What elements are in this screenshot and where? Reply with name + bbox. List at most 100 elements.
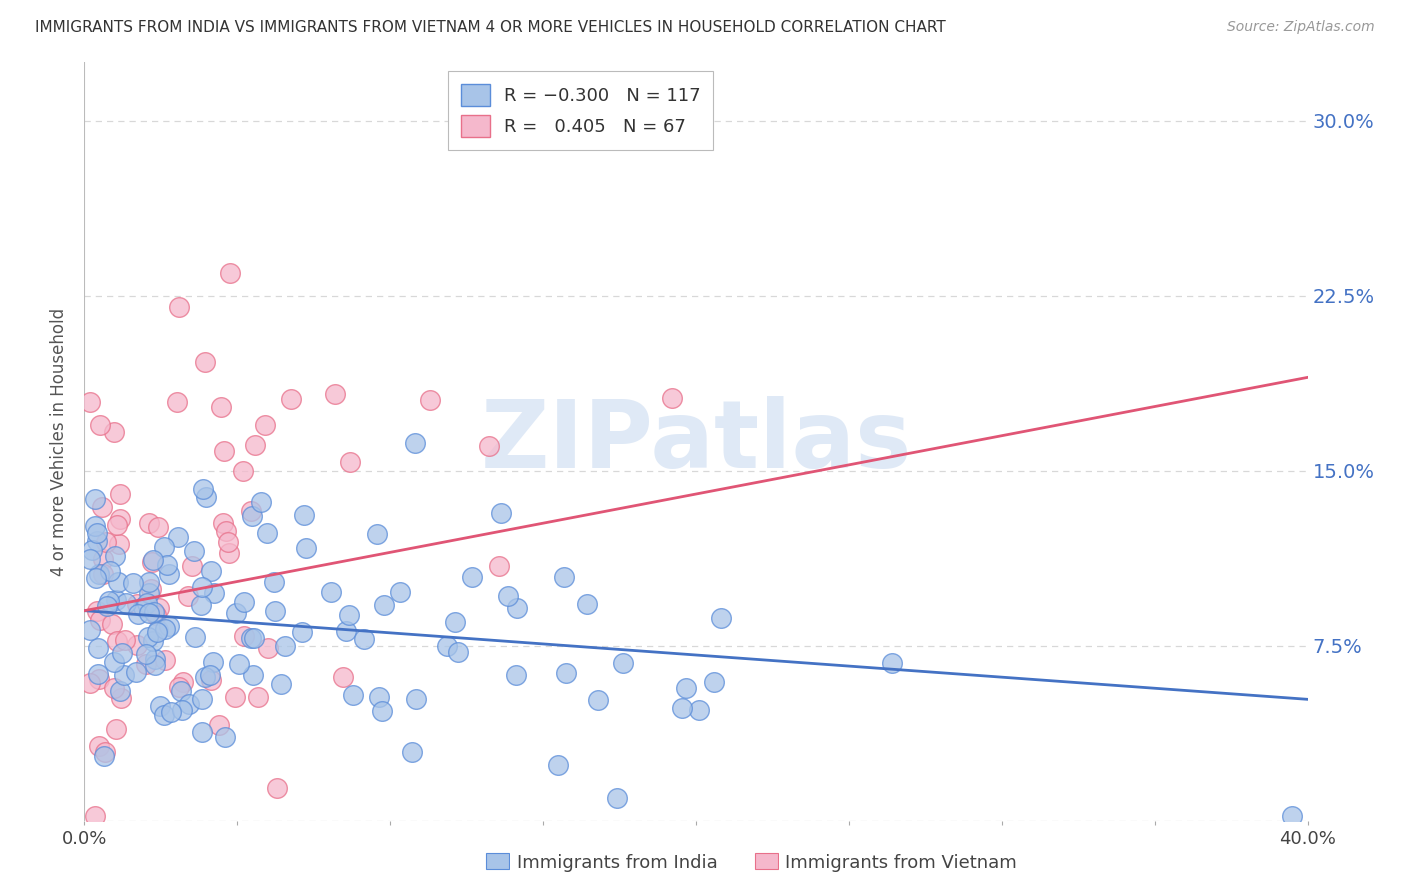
Point [89, 673, 111, 687]
Point [388, 585, 411, 599]
Point [419, 392, 441, 407]
Point [183, 544, 205, 558]
Point [401, 745, 423, 759]
Point [586, 693, 609, 707]
Point [125, 597, 148, 611]
Point [488, 558, 510, 573]
Point [195, 490, 218, 504]
Point [240, 631, 263, 645]
Point [148, 698, 170, 713]
Point [496, 589, 519, 603]
Point [79, 676, 101, 690]
Point [228, 657, 250, 672]
Point [110, 487, 132, 501]
Point [232, 464, 254, 478]
Point [371, 704, 394, 718]
Point [461, 570, 484, 584]
Text: IMMIGRANTS FROM INDIA VS IMMIGRANTS FROM VIETNAM 4 OR MORE VEHICLES IN HOUSEHOLD: IMMIGRANTS FROM INDIA VS IMMIGRANTS FROM… [35, 20, 946, 35]
Point [218, 266, 240, 280]
Point [366, 527, 388, 541]
Point [242, 632, 264, 646]
Point [157, 619, 180, 633]
Point [152, 707, 174, 722]
Text: Source: ZipAtlas.com: Source: ZipAtlas.com [1227, 20, 1375, 34]
Point [89, 566, 111, 581]
Point [177, 589, 200, 603]
Point [135, 657, 157, 671]
Point [86, 604, 108, 618]
Point [136, 630, 159, 644]
Point [145, 607, 167, 622]
Point [127, 607, 149, 621]
Point [170, 684, 193, 698]
Point [225, 607, 247, 621]
Point [688, 703, 710, 717]
Point [89, 613, 111, 627]
Point [209, 400, 232, 414]
Point [103, 655, 125, 669]
Point [506, 601, 529, 615]
Point [103, 425, 125, 440]
Point [239, 503, 262, 517]
Point [159, 705, 181, 719]
Point [404, 435, 426, 450]
Y-axis label: 4 or more Vehicles in Household: 4 or more Vehicles in Household [51, 308, 69, 575]
Point [266, 780, 288, 795]
Point [142, 553, 165, 567]
Point [136, 596, 159, 610]
Point [337, 607, 360, 622]
Point [141, 555, 163, 569]
Point [84, 491, 107, 506]
Point [138, 586, 160, 600]
Point [339, 455, 361, 469]
Point [94, 746, 117, 760]
Point [153, 653, 176, 667]
Point [143, 652, 166, 666]
Point [436, 639, 458, 653]
Bar [755, 853, 778, 869]
Point [214, 730, 236, 744]
Point [1281, 809, 1303, 823]
Point [254, 417, 277, 432]
Point [87, 640, 110, 655]
Point [353, 632, 375, 647]
Point [547, 757, 569, 772]
Point [405, 692, 427, 706]
Point [91, 566, 114, 581]
Point [157, 567, 180, 582]
Point [101, 616, 124, 631]
Point [319, 584, 342, 599]
Point [98, 564, 121, 578]
Point [167, 680, 190, 694]
Point [104, 549, 127, 564]
Point [224, 690, 246, 704]
Point [166, 530, 188, 544]
Point [191, 580, 214, 594]
Legend: R = −0.300   N = 117, R =   0.405   N = 67: R = −0.300 N = 117, R = 0.405 N = 67 [449, 71, 713, 150]
Point [121, 576, 143, 591]
Text: Immigrants from India: Immigrants from India [517, 854, 718, 871]
Point [292, 508, 315, 523]
Point [111, 646, 134, 660]
Point [110, 691, 132, 706]
Point [323, 386, 346, 401]
Point [194, 670, 217, 684]
Point [200, 673, 222, 687]
Point [212, 516, 235, 531]
Point [882, 656, 904, 670]
Point [606, 791, 628, 805]
Point [138, 575, 160, 590]
Point [86, 533, 108, 548]
Point [148, 600, 170, 615]
Point [194, 355, 217, 369]
Point [671, 701, 693, 715]
Point [79, 623, 101, 637]
Point [367, 690, 389, 704]
Point [675, 681, 697, 695]
Point [212, 443, 235, 458]
Point [184, 630, 207, 644]
Point [191, 692, 214, 706]
Point [108, 684, 131, 698]
Point [90, 500, 112, 514]
Point [200, 564, 222, 578]
